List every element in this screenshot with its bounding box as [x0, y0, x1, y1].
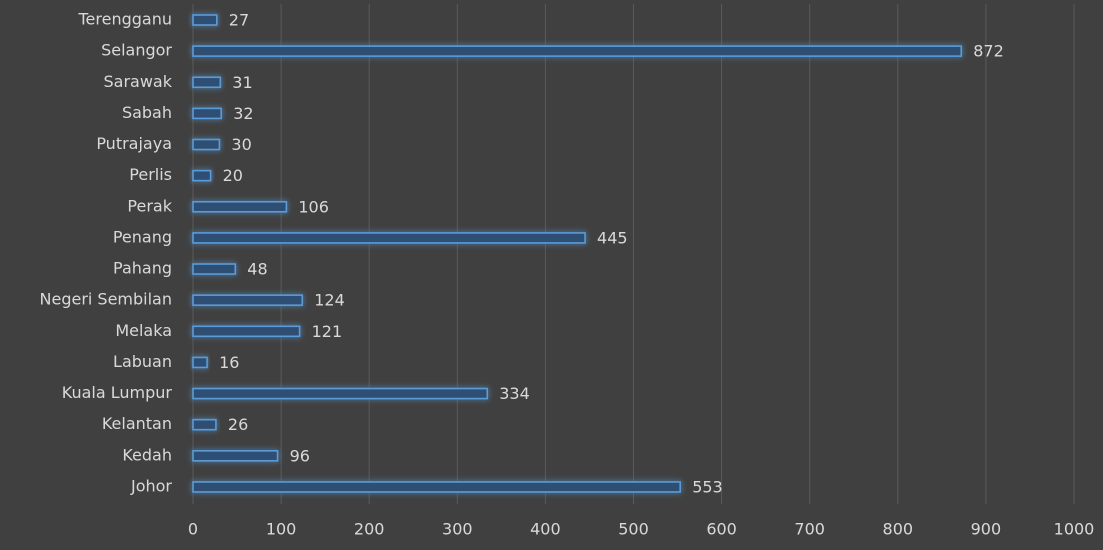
category-label: Pahang: [113, 259, 172, 278]
bar: [192, 481, 681, 493]
bars: [192, 14, 963, 493]
bar: [192, 107, 222, 120]
category-labels: Terengganu Selangor Sarawak Sabah Putrajaya P…: [40, 10, 173, 496]
category-label: Penang: [113, 227, 172, 246]
category-label: Putrajaya: [96, 134, 172, 153]
bar: [192, 294, 304, 306]
data-label: 31: [232, 73, 252, 92]
category-label: Kuala Lumpur: [62, 383, 173, 402]
data-label: 445: [597, 228, 628, 247]
data-label: 553: [692, 477, 723, 496]
bar: [192, 450, 279, 462]
bar: [192, 138, 221, 151]
bar: [192, 387, 489, 400]
x-tick-label: 900: [971, 520, 1002, 539]
x-tick-label: 300: [442, 520, 473, 539]
x-tick-label: 400: [530, 520, 561, 539]
bar: [192, 169, 212, 182]
data-label: 27: [229, 11, 249, 30]
data-label: 26: [228, 415, 248, 434]
data-label: 106: [298, 197, 329, 216]
data-label: 124: [314, 291, 345, 310]
x-tick-label: 800: [883, 520, 914, 539]
x-tick-label: 700: [794, 520, 825, 539]
x-tick-label: 200: [354, 520, 385, 539]
x-tick-label: 1000: [1054, 520, 1095, 539]
data-label: 121: [312, 322, 343, 341]
data-label: 32: [233, 104, 253, 123]
bar: [192, 45, 963, 57]
data-label: 96: [290, 446, 310, 465]
category-label: Terengganu: [77, 10, 172, 29]
category-label: Kelantan: [102, 414, 172, 433]
category-label: Kedah: [122, 445, 172, 464]
data-label: 16: [219, 353, 239, 372]
bar: [192, 232, 586, 244]
bar: [192, 200, 288, 213]
category-label: Labuan: [113, 352, 172, 371]
bar: [192, 418, 217, 431]
category-label: Johor: [130, 476, 172, 495]
category-label: Perak: [127, 196, 172, 215]
bar: [192, 14, 218, 26]
gridlines: [192, 4, 1075, 504]
category-label: Sarawak: [104, 72, 173, 91]
bar: [192, 76, 222, 89]
data-label: 48: [247, 260, 267, 279]
data-labels: 27 872 31 32 30 20 106 445 48 124 121 16 334 26 96 553: [219, 11, 1004, 497]
data-label: 20: [223, 166, 243, 185]
data-label: 30: [231, 135, 251, 154]
x-tick-label: 0: [188, 520, 198, 539]
x-tick-label: 500: [618, 520, 649, 539]
x-tick-label: 100: [266, 520, 297, 539]
bar: [192, 263, 237, 275]
category-label: Melaka: [115, 321, 172, 340]
category-label: Perlis: [129, 165, 172, 184]
category-label: Selangor: [101, 41, 172, 60]
x-axis-tick-labels: 0 100 200 300 400 500 600 700 800 900 1000: [188, 520, 1094, 539]
category-label: Sabah: [122, 103, 172, 122]
x-tick-label: 600: [706, 520, 737, 539]
data-label: 872: [973, 42, 1004, 61]
data-label: 334: [499, 384, 530, 403]
category-label: Negeri Sembilan: [40, 290, 173, 309]
bar: [192, 325, 301, 338]
bar: [192, 356, 208, 369]
